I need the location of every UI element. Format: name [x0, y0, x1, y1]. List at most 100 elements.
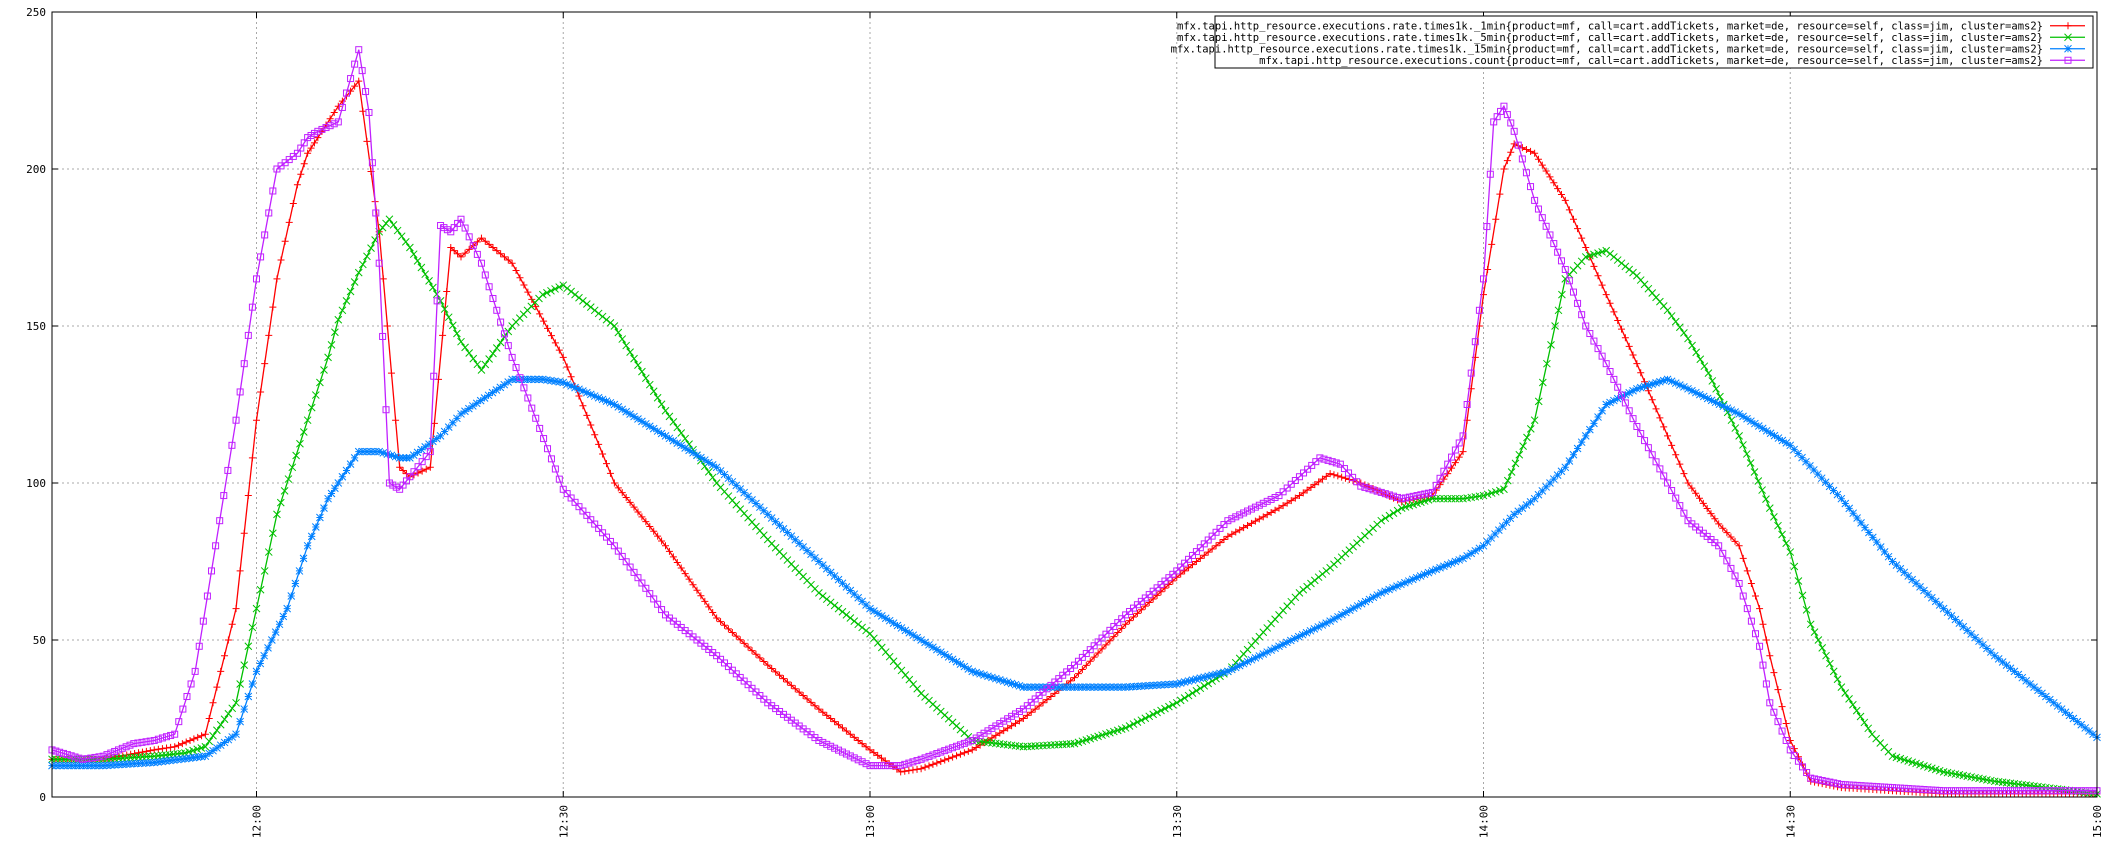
- data-point-plus: [1023, 711, 1031, 719]
- data-point-square: [1078, 653, 1086, 661]
- data-point-star: [630, 412, 638, 421]
- data-point-star: [79, 761, 88, 770]
- data-point-star: [1393, 582, 1401, 590]
- data-point-plus: [1181, 567, 1189, 575]
- data-point-cross: [382, 219, 390, 228]
- data-point-star: [1514, 507, 1523, 516]
- data-point-star: [1322, 619, 1331, 627]
- data-point-plus: [799, 692, 807, 700]
- data-point-cross: [1455, 494, 1464, 503]
- data-point-cross: [590, 306, 599, 315]
- data-point-star: [535, 375, 543, 384]
- data-point-star: [826, 568, 835, 577]
- data-point-square: [1811, 775, 1819, 783]
- data-point-square: [87, 754, 95, 762]
- data-point-square: [1799, 763, 1807, 771]
- data-point-square: [1668, 487, 1676, 495]
- data-point-square: [614, 547, 622, 555]
- data-point-square: [473, 250, 481, 258]
- data-point-star: [1857, 519, 1865, 527]
- data-point-star: [1990, 651, 1999, 660]
- data-point-plus: [803, 695, 811, 703]
- data-point-plus: [273, 275, 281, 283]
- data-point-square: [905, 759, 913, 767]
- data-point-plus: [1578, 234, 1586, 242]
- data-point-star: [220, 738, 229, 747]
- data-point-cross: [477, 366, 486, 374]
- data-point-star: [1585, 425, 1594, 434]
- data-point-square: [1995, 787, 2003, 795]
- data-point-square: [130, 740, 138, 748]
- data-point-star: [1510, 510, 1519, 519]
- data-point-star: [181, 754, 190, 763]
- data-point-star: [1436, 563, 1444, 572]
- data-point-square: [929, 751, 937, 759]
- data-point-cross: [354, 268, 363, 277]
- data-point-plus: [512, 266, 520, 274]
- data-point-cross: [1385, 511, 1394, 520]
- data-point-star: [669, 436, 678, 445]
- data-point-cross: [1818, 643, 1827, 652]
- data-point-star: [177, 755, 186, 763]
- data-point-cross: [1153, 708, 1161, 717]
- data-point-star: [267, 636, 276, 644]
- data-point-square: [1015, 707, 1023, 715]
- data-point-square: [1332, 459, 1340, 467]
- data-point-star: [87, 761, 96, 770]
- data-point-square: [1534, 205, 1542, 213]
- data-point-plus: [831, 718, 839, 726]
- data-point-plus: [167, 743, 175, 751]
- data-point-plus: [253, 416, 260, 424]
- data-point-cross: [606, 319, 615, 327]
- data-point-square: [1432, 481, 1440, 489]
- data-point-square: [1786, 746, 1794, 754]
- data-point-star: [1117, 683, 1126, 691]
- data-point-star: [1573, 444, 1582, 453]
- data-point-square: [1320, 455, 1328, 463]
- data-point-square: [889, 762, 897, 770]
- data-point-star: [1235, 661, 1244, 670]
- data-point-square: [823, 740, 831, 748]
- data-point-cross: [1845, 695, 1853, 703]
- data-point-square: [1614, 383, 1622, 391]
- data-point-plus: [1259, 513, 1267, 521]
- data-point-star: [1880, 547, 1889, 556]
- data-point-star: [496, 383, 505, 392]
- data-point-plus: [304, 149, 312, 157]
- data-point-plus: [650, 527, 658, 535]
- data-point-star: [118, 760, 127, 769]
- data-point-star: [704, 458, 713, 467]
- data-point-plus: [744, 643, 752, 651]
- data-point-star: [417, 445, 426, 454]
- data-point-plus: [131, 750, 139, 758]
- data-point-plus: [1315, 478, 1323, 486]
- data-point-star: [367, 447, 375, 456]
- data-point-star: [846, 586, 855, 595]
- data-point-plus: [1684, 479, 1692, 487]
- data-point-plus: [1326, 470, 1334, 478]
- data-point-square: [728, 666, 736, 674]
- data-point-square: [1565, 277, 1573, 285]
- data-point-square: [2050, 787, 2058, 795]
- data-point-square: [917, 755, 925, 763]
- data-point-plus: [756, 654, 764, 662]
- data-point-square: [1569, 288, 1577, 296]
- x-tick-label: 14:30: [1784, 805, 1797, 838]
- data-point-square: [1177, 563, 1185, 571]
- data-point-plus: [1240, 524, 1248, 532]
- data-point-star: [213, 744, 221, 752]
- data-point-star: [1853, 514, 1861, 522]
- data-point-square: [1987, 787, 1995, 795]
- data-point-cross: [1700, 362, 1709, 371]
- data-point-star: [1306, 626, 1315, 635]
- data-point-cross: [1786, 548, 1795, 556]
- data-point-star: [1263, 648, 1272, 656]
- data-point-plus: [1699, 499, 1707, 507]
- data-point-cross: [1746, 459, 1755, 467]
- data-point-square: [1240, 509, 1248, 517]
- data-point-plus: [787, 681, 795, 689]
- data-point-star: [756, 503, 764, 512]
- data-point-cross: [1790, 562, 1799, 571]
- data-point-plus: [964, 747, 972, 755]
- data-point-star: [228, 733, 237, 741]
